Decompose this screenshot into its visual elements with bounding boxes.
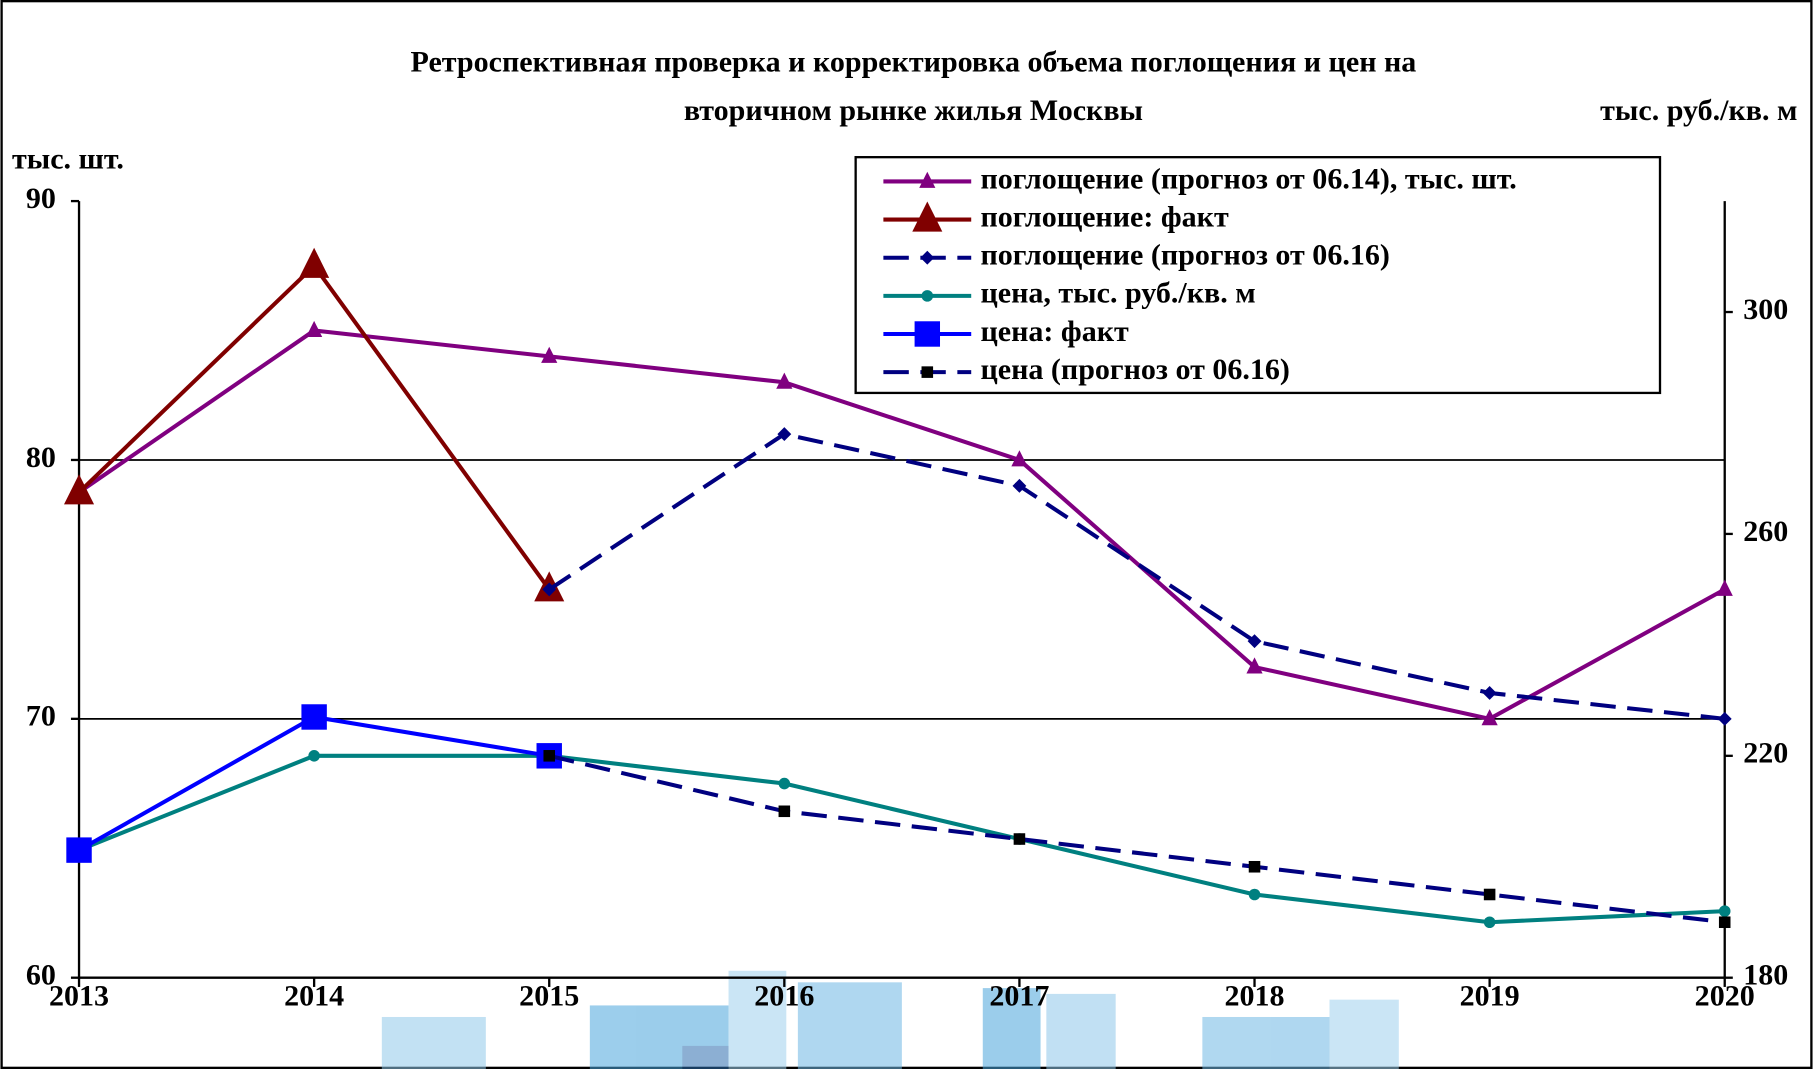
x-tick-label: 2019	[1460, 979, 1520, 1012]
legend-label: цена, тыс. руб./кв. м	[980, 277, 1255, 310]
x-tick-label: 2016	[754, 979, 814, 1012]
y-axis-label: тыс. шт.	[12, 143, 124, 176]
legend-label: цена (прогноз от 06.16)	[980, 353, 1289, 386]
legend-label: поглощение (прогноз от 06.14), тыс. шт.	[980, 162, 1516, 195]
chart-title: вторичном рынке жилья Москвы	[684, 94, 1143, 127]
y-tick-label: 80	[26, 441, 56, 474]
y2-tick-label: 260	[1743, 515, 1788, 548]
marker	[919, 171, 936, 188]
y-tick-label: 70	[26, 700, 56, 733]
marker	[1718, 916, 1731, 929]
legend-box	[854, 156, 1662, 395]
marker	[921, 366, 934, 378]
marker	[64, 474, 95, 505]
marker	[1483, 916, 1496, 929]
marker	[66, 837, 92, 863]
skyline	[381, 970, 1399, 1069]
marker	[777, 427, 792, 442]
marker	[541, 346, 558, 363]
chart-title: Ретроспективная проверка и корректировка…	[411, 46, 1417, 79]
marker	[1011, 450, 1028, 467]
marker	[1013, 833, 1026, 845]
marker	[1012, 478, 1027, 493]
marker	[306, 320, 323, 337]
marker	[1247, 634, 1262, 649]
marker	[778, 777, 791, 790]
x-tick-label: 2017	[989, 979, 1049, 1012]
x-tick-label: 2013	[49, 979, 109, 1012]
y2-tick-label: 300	[1743, 293, 1788, 326]
marker	[921, 290, 934, 302]
x-tick-label: 2020	[1695, 979, 1755, 1012]
series-line	[548, 431, 1725, 721]
y-tick-label: 60	[26, 959, 56, 992]
x-tick-label: 2018	[1224, 979, 1284, 1012]
marker	[776, 372, 793, 389]
marker	[542, 582, 557, 597]
x-tick-label: 2014	[284, 979, 344, 1012]
y2-tick-label: 220	[1743, 737, 1788, 770]
marker	[1248, 888, 1261, 901]
y2-tick-label: 180	[1743, 959, 1788, 992]
marker	[912, 201, 943, 232]
y2-axis-label: тыс. руб./кв. м	[1600, 94, 1797, 127]
marker	[1481, 709, 1498, 726]
marker	[308, 750, 320, 762]
marker	[1718, 905, 1731, 917]
marker	[301, 704, 327, 730]
legend-label: цена: факт	[980, 315, 1129, 348]
series-line	[77, 328, 1726, 721]
marker	[1248, 860, 1261, 873]
marker	[778, 805, 791, 818]
legend-label: поглощение (прогноз от 06.16)	[980, 239, 1389, 272]
marker	[1482, 686, 1497, 700]
y-tick-label: 90	[26, 182, 56, 215]
marker	[1717, 711, 1732, 726]
x-tick-label: 2015	[519, 979, 579, 1012]
marker	[299, 247, 330, 278]
marker	[1716, 579, 1733, 596]
series-line	[78, 753, 1725, 925]
marker	[543, 750, 556, 762]
marker	[1246, 657, 1263, 674]
marker	[914, 321, 941, 347]
marker	[1483, 888, 1496, 901]
marker	[920, 250, 935, 265]
legend-label: поглощение: факт	[980, 200, 1229, 233]
series-line	[548, 753, 1725, 925]
legend: поглощение (прогноз от 06.14), тыс. шт. п…	[854, 156, 1662, 395]
